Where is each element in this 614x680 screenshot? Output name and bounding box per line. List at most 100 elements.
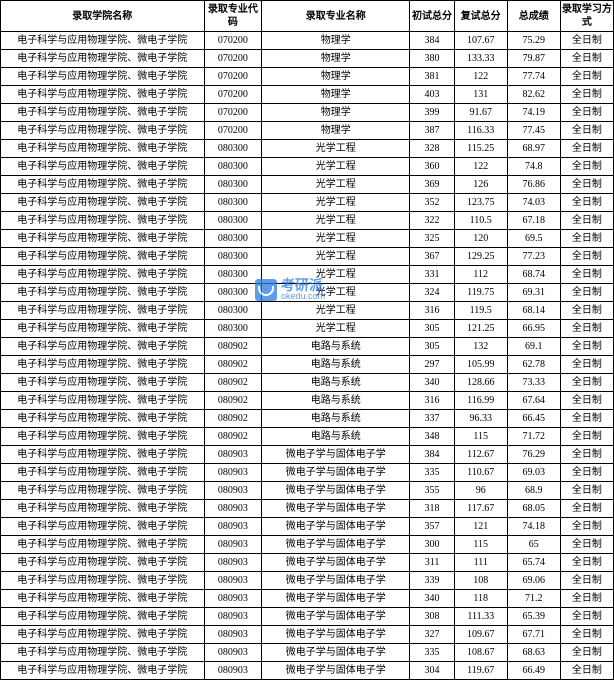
table-cell: 121.25 bbox=[454, 320, 507, 338]
table-cell: 116.33 bbox=[454, 122, 507, 140]
table-cell: 080300 bbox=[204, 266, 262, 284]
table-cell: 全日制 bbox=[560, 230, 613, 248]
table-row: 电子科学与应用物理学院、微电子学院080902电路与系统340128.6673.… bbox=[1, 374, 614, 392]
table-cell: 全日制 bbox=[560, 338, 613, 356]
table-cell: 微电子学与固体电子学 bbox=[262, 662, 410, 680]
table-cell: 全日制 bbox=[560, 266, 613, 284]
table-cell: 全日制 bbox=[560, 194, 613, 212]
table-cell: 全日制 bbox=[560, 302, 613, 320]
table-row: 电子科学与应用物理学院、微电子学院080903微电子学与固体电子学335108.… bbox=[1, 644, 614, 662]
table-cell: 108.67 bbox=[454, 644, 507, 662]
table-cell: 电子科学与应用物理学院、微电子学院 bbox=[1, 590, 205, 608]
table-cell: 381 bbox=[410, 68, 454, 86]
table-cell: 080902 bbox=[204, 356, 262, 374]
table-cell: 微电子学与固体电子学 bbox=[262, 608, 410, 626]
table-cell: 111.33 bbox=[454, 608, 507, 626]
table-cell: 电子科学与应用物理学院、微电子学院 bbox=[1, 572, 205, 590]
table-cell: 367 bbox=[410, 248, 454, 266]
col-header-score2: 复试总分 bbox=[454, 1, 507, 32]
table-cell: 123.75 bbox=[454, 194, 507, 212]
table-cell: 75.29 bbox=[507, 32, 560, 50]
table-cell: 080903 bbox=[204, 662, 262, 680]
table-cell: 121 bbox=[454, 518, 507, 536]
table-cell: 电路与系统 bbox=[262, 428, 410, 446]
table-cell: 电子科学与应用物理学院、微电子学院 bbox=[1, 410, 205, 428]
table-cell: 全日制 bbox=[560, 518, 613, 536]
table-cell: 110.5 bbox=[454, 212, 507, 230]
table-cell: 67.18 bbox=[507, 212, 560, 230]
table-cell: 全日制 bbox=[560, 644, 613, 662]
table-cell: 327 bbox=[410, 626, 454, 644]
table-cell: 318 bbox=[410, 500, 454, 518]
table-cell: 129.25 bbox=[454, 248, 507, 266]
table-cell: 110.67 bbox=[454, 464, 507, 482]
table-cell: 69.06 bbox=[507, 572, 560, 590]
table-cell: 115.25 bbox=[454, 140, 507, 158]
table-cell: 微电子学与固体电子学 bbox=[262, 572, 410, 590]
table-cell: 电路与系统 bbox=[262, 356, 410, 374]
col-header-total: 总成绩 bbox=[507, 1, 560, 32]
table-cell: 316 bbox=[410, 392, 454, 410]
table-cell: 微电子学与固体电子学 bbox=[262, 500, 410, 518]
table-cell: 337 bbox=[410, 410, 454, 428]
table-cell: 电子科学与应用物理学院、微电子学院 bbox=[1, 662, 205, 680]
table-cell: 348 bbox=[410, 428, 454, 446]
table-cell: 68.05 bbox=[507, 500, 560, 518]
table-row: 电子科学与应用物理学院、微电子学院080300光学工程36012274.8全日制 bbox=[1, 158, 614, 176]
table-row: 电子科学与应用物理学院、微电子学院080300光学工程324119.7569.3… bbox=[1, 284, 614, 302]
table-cell: 69.31 bbox=[507, 284, 560, 302]
table-cell: 全日制 bbox=[560, 68, 613, 86]
table-cell: 光学工程 bbox=[262, 266, 410, 284]
table-cell: 355 bbox=[410, 482, 454, 500]
table-cell: 全日制 bbox=[560, 410, 613, 428]
table-cell: 电子科学与应用物理学院、微电子学院 bbox=[1, 86, 205, 104]
table-body: 电子科学与应用物理学院、微电子学院070200物理学384107.6775.29… bbox=[1, 32, 614, 680]
table-cell: 微电子学与固体电子学 bbox=[262, 464, 410, 482]
table-row: 电子科学与应用物理学院、微电子学院070200物理学384107.6775.29… bbox=[1, 32, 614, 50]
table-cell: 080903 bbox=[204, 554, 262, 572]
table-cell: 118 bbox=[454, 590, 507, 608]
table-row: 电子科学与应用物理学院、微电子学院080902电路与系统297105.9962.… bbox=[1, 356, 614, 374]
table-cell: 117.67 bbox=[454, 500, 507, 518]
table-cell: 全日制 bbox=[560, 212, 613, 230]
table-cell: 080903 bbox=[204, 500, 262, 518]
table-cell: 物理学 bbox=[262, 86, 410, 104]
table-cell: 电子科学与应用物理学院、微电子学院 bbox=[1, 104, 205, 122]
table-row: 电子科学与应用物理学院、微电子学院080300光学工程33111268.74全日… bbox=[1, 266, 614, 284]
table-cell: 115 bbox=[454, 536, 507, 554]
table-cell: 69.03 bbox=[507, 464, 560, 482]
table-cell: 微电子学与固体电子学 bbox=[262, 446, 410, 464]
table-cell: 119.67 bbox=[454, 662, 507, 680]
table-cell: 电子科学与应用物理学院、微电子学院 bbox=[1, 518, 205, 536]
table-cell: 物理学 bbox=[262, 50, 410, 68]
table-cell: 133.33 bbox=[454, 50, 507, 68]
table-cell: 325 bbox=[410, 230, 454, 248]
table-cell: 380 bbox=[410, 50, 454, 68]
table-cell: 107.67 bbox=[454, 32, 507, 50]
table-cell: 光学工程 bbox=[262, 320, 410, 338]
table-cell: 电子科学与应用物理学院、微电子学院 bbox=[1, 338, 205, 356]
table-cell: 108 bbox=[454, 572, 507, 590]
table-cell: 080300 bbox=[204, 194, 262, 212]
table-cell: 电路与系统 bbox=[262, 338, 410, 356]
table-cell: 全日制 bbox=[560, 662, 613, 680]
col-header-major: 录取专业名称 bbox=[262, 1, 410, 32]
table-cell: 电子科学与应用物理学院、微电子学院 bbox=[1, 68, 205, 86]
table-cell: 电子科学与应用物理学院、微电子学院 bbox=[1, 446, 205, 464]
table-row: 电子科学与应用物理学院、微电子学院080903微电子学与固体电子学3559668… bbox=[1, 482, 614, 500]
table-cell: 微电子学与固体电子学 bbox=[262, 518, 410, 536]
table-cell: 电子科学与应用物理学院、微电子学院 bbox=[1, 302, 205, 320]
table-cell: 91.67 bbox=[454, 104, 507, 122]
table-cell: 316 bbox=[410, 302, 454, 320]
table-cell: 全日制 bbox=[560, 608, 613, 626]
table-cell: 080903 bbox=[204, 644, 262, 662]
table-row: 电子科学与应用物理学院、微电子学院080903微电子学与固体电子学3571217… bbox=[1, 518, 614, 536]
table-cell: 115 bbox=[454, 428, 507, 446]
table-cell: 电子科学与应用物理学院、微电子学院 bbox=[1, 122, 205, 140]
col-header-code: 录取专业代码 bbox=[204, 1, 262, 32]
table-cell: 全日制 bbox=[560, 590, 613, 608]
table-cell: 全日制 bbox=[560, 446, 613, 464]
table-cell: 322 bbox=[410, 212, 454, 230]
table-cell: 132 bbox=[454, 338, 507, 356]
table-cell: 物理学 bbox=[262, 104, 410, 122]
